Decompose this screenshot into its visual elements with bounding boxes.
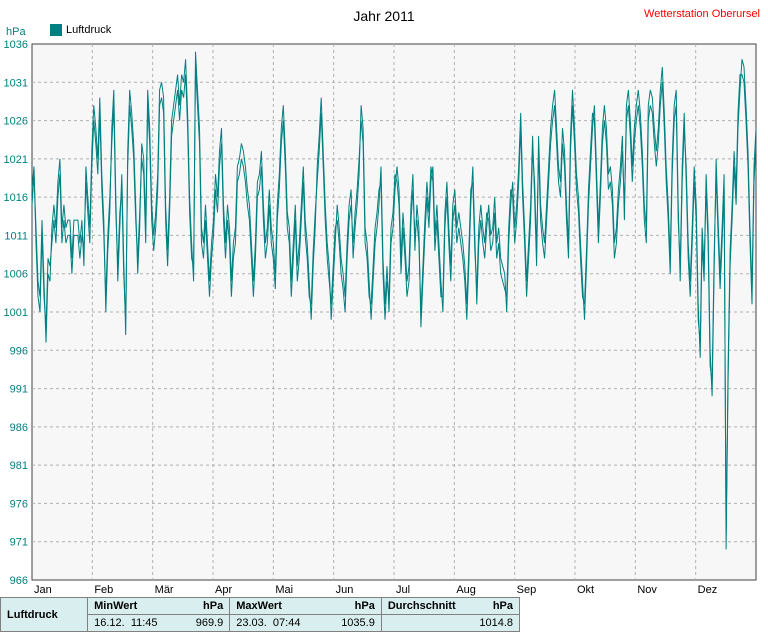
svg-text:971: 971	[10, 537, 28, 549]
svg-text:Sep: Sep	[517, 584, 537, 596]
station-label: Wetterstation Oberursel	[644, 8, 760, 20]
svg-text:Nov: Nov	[637, 584, 657, 596]
svg-text:1031: 1031	[4, 77, 28, 89]
table-row: LuftdruckMinWerthPaMaxWerthPaDurchschnit…	[1, 598, 520, 615]
svg-text:996: 996	[10, 345, 28, 357]
svg-text:1026: 1026	[4, 116, 28, 128]
plot-area: 9669719769819869919961001100610111016102…	[32, 44, 756, 580]
svg-text:Jan: Jan	[34, 584, 52, 596]
legend-text: Luftdruck	[66, 24, 111, 36]
stats-col-value: 23.03. 07:441035.9	[230, 615, 382, 632]
legend-swatch	[50, 24, 62, 36]
svg-text:1021: 1021	[4, 154, 28, 166]
stats-col-header: MinWerthPa	[88, 598, 230, 615]
svg-text:Okt: Okt	[577, 584, 594, 596]
y-unit-label: hPa	[6, 26, 26, 38]
svg-text:981: 981	[10, 460, 28, 472]
svg-text:1006: 1006	[4, 269, 28, 281]
stats-col-header: MaxWerthPa	[230, 598, 382, 615]
svg-text:Dez: Dez	[698, 584, 718, 596]
svg-text:991: 991	[10, 384, 28, 396]
stats-col-value: 1014.8	[381, 615, 519, 632]
svg-text:Mär: Mär	[155, 584, 174, 596]
svg-text:Jul: Jul	[396, 584, 410, 596]
svg-text:1016: 1016	[4, 192, 28, 204]
stats-col-header: DurchschnitthPa	[381, 598, 519, 615]
svg-text:Feb: Feb	[94, 584, 113, 596]
svg-text:Jun: Jun	[336, 584, 354, 596]
svg-text:986: 986	[10, 422, 28, 434]
svg-text:Aug: Aug	[456, 584, 476, 596]
stats-col-value: 16.12. 11:45969.9	[88, 615, 230, 632]
svg-text:1036: 1036	[4, 39, 28, 51]
svg-text:Mai: Mai	[275, 584, 293, 596]
stats-table: LuftdruckMinWerthPaMaxWerthPaDurchschnit…	[0, 597, 520, 632]
svg-text:1001: 1001	[4, 307, 28, 319]
chart-container: Jahr 2011 Wetterstation Oberursel hPa Lu…	[0, 0, 768, 595]
stats-row-label: Luftdruck	[1, 598, 88, 632]
svg-text:966: 966	[10, 575, 28, 587]
svg-text:976: 976	[10, 498, 28, 510]
svg-text:1011: 1011	[4, 230, 28, 242]
svg-text:Apr: Apr	[215, 584, 232, 596]
legend: Luftdruck	[50, 24, 111, 36]
